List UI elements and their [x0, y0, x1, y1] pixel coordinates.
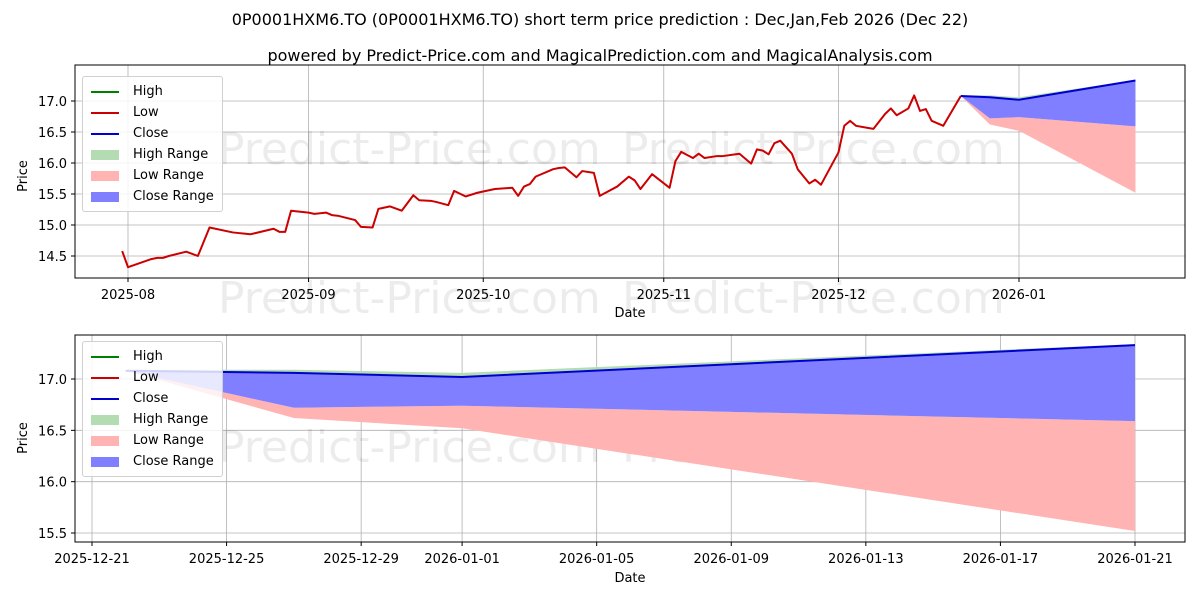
- legend-item-close-range: Close Range: [91, 186, 214, 207]
- top-x-ticks: 2025-08 2025-09 2025-10 2025-11 2025-12 2026-…: [101, 278, 1046, 303]
- top-y-ticks: 17.0 16.5 16.0 15.5 15.0 14.5: [38, 95, 75, 265]
- watermark-text: Predict-Price.com: [622, 124, 1005, 175]
- legend-item-high-range: High Range: [91, 144, 214, 165]
- y-tick-label: 15.5: [38, 527, 67, 542]
- x-tick-label: 2025-09: [281, 288, 335, 303]
- legend-label: Low Range: [133, 433, 204, 448]
- x-tick-label: 2026-01-17: [963, 552, 1039, 567]
- legend-item-close-range: Close Range: [91, 451, 214, 472]
- x-tick-label: 2025-11: [637, 288, 691, 303]
- top-legend: High Low Close High Range Low Range Close Ran…: [82, 76, 223, 212]
- legend-item-close: Close: [91, 388, 214, 409]
- x-tick-label: 2026-01-05: [559, 552, 635, 567]
- x-tick-label: 2025-12-25: [189, 552, 265, 567]
- legend-label: Close: [133, 126, 169, 141]
- chart-subtitle: powered by Predict-Price.com and Magical…: [267, 46, 933, 65]
- y-tick-label: 16.0: [38, 157, 67, 172]
- legend-item-high: High: [91, 81, 214, 102]
- x-tick-label: 2025-12-29: [323, 552, 399, 567]
- legend-swatch-icon: [91, 397, 119, 400]
- legend-item-low-range: Low Range: [91, 165, 214, 186]
- x-tick-label: 2025-12: [811, 288, 865, 303]
- x-tick-label: 2025-08: [101, 288, 155, 303]
- y-tick-label: 14.5: [38, 250, 67, 265]
- legend-swatch-icon: [91, 90, 119, 93]
- bottom-legend: High Low Close High Range Low Range Close Ran…: [82, 341, 223, 477]
- x-tick-label: 2026-01-13: [828, 552, 904, 567]
- y-tick-label: 16.5: [38, 424, 67, 439]
- x-tick-label: 2025-10: [456, 288, 510, 303]
- y-tick-label: 17.0: [38, 373, 67, 388]
- x-tick-label: 2026-01-01: [424, 552, 500, 567]
- y-tick-label: 15.5: [38, 188, 67, 203]
- legend-label: High: [133, 349, 163, 364]
- y-tick-label: 16.5: [38, 126, 67, 141]
- legend-item-low-range: Low Range: [91, 430, 214, 451]
- legend-label: Close Range: [133, 189, 214, 204]
- x-tick-label: 2025-12-21: [54, 552, 130, 567]
- y-tick-label: 17.0: [38, 95, 67, 110]
- y-tick-label: 15.0: [38, 219, 67, 234]
- legend-swatch-icon: [91, 355, 119, 358]
- legend-label: Low Range: [133, 168, 204, 183]
- top-grid: [75, 65, 1185, 278]
- watermark-text: Predict-Price.com: [218, 124, 601, 175]
- bottom-forecast-fills: [125, 344, 1136, 531]
- legend-swatch-icon: [91, 191, 119, 202]
- legend-label: Close Range: [133, 454, 214, 469]
- legend-item-close: Close: [91, 123, 214, 144]
- top-forecast-fills: [960, 79, 1136, 193]
- top-chart: Predict-Price.com Predict-Price.com Predic…: [16, 64, 1186, 324]
- legend-item-low: Low: [91, 102, 214, 123]
- top-axes-frame: [74, 64, 1186, 279]
- top-watermarks: Predict-Price.com Predict-Price.com Predic…: [218, 124, 1005, 324]
- legend-item-high: High: [91, 346, 214, 367]
- watermark-text: Predict-Price.com: [218, 273, 601, 324]
- legend-item-high-range: High Range: [91, 409, 214, 430]
- top-lines: [121, 79, 1136, 269]
- bottom-x-axis-label: Date: [614, 571, 645, 586]
- legend-item-low: Low: [91, 367, 214, 388]
- legend-label: High Range: [133, 147, 209, 162]
- legend-swatch-icon: [91, 414, 119, 425]
- chart-title: 0P0001HXM6.TO (0P0001HXM6.TO) short term…: [231, 10, 969, 29]
- legend-swatch-icon: [91, 456, 119, 467]
- legend-label: High Range: [133, 412, 209, 427]
- x-tick-label: 2026-01-09: [693, 552, 769, 567]
- legend-label: Low: [133, 105, 159, 120]
- bottom-y-axis-label: Price: [16, 422, 31, 454]
- top-x-axis-label: Date: [614, 306, 645, 321]
- bottom-y-ticks: 17.0 16.5 16.0 15.5: [38, 373, 75, 542]
- y-tick-label: 16.0: [38, 476, 67, 491]
- legend-swatch-icon: [91, 435, 119, 446]
- legend-swatch-icon: [91, 149, 119, 160]
- x-tick-label: 2026-01: [992, 288, 1046, 303]
- x-tick-label: 2026-01-21: [1097, 552, 1173, 567]
- watermark-text: Predict-Price.com: [622, 273, 1005, 324]
- legend-label: High: [133, 84, 163, 99]
- legend-label: Low: [133, 370, 159, 385]
- legend-swatch-icon: [91, 170, 119, 181]
- top-y-axis-label: Price: [16, 160, 31, 192]
- legend-swatch-icon: [91, 111, 119, 114]
- legend-swatch-icon: [91, 376, 119, 379]
- legend-swatch-icon: [91, 132, 119, 135]
- bottom-axes-frame: [74, 334, 1186, 543]
- bottom-x-ticks: 2025-12-21 2025-12-25 2025-12-29 2026-01-01…: [54, 542, 1173, 567]
- legend-label: Close: [133, 391, 169, 406]
